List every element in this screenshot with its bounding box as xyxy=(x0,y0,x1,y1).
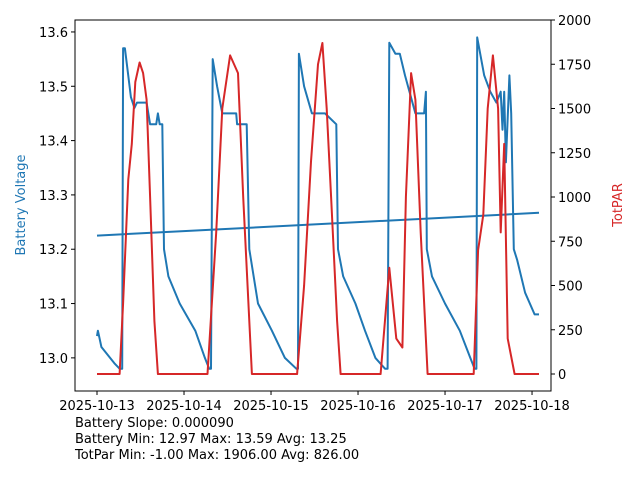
stats-annotations: Battery Slope: 0.000090 Battery Min: 12.… xyxy=(75,416,359,464)
plot-frame xyxy=(74,19,552,392)
y-tick-label-right: 250 xyxy=(558,324,583,339)
y-tick-label-right: 1250 xyxy=(558,147,591,162)
y-tick-label-left: 13.5 xyxy=(39,80,68,95)
y-tick-label-right: 0 xyxy=(558,368,566,383)
x-tick-label: 2025-10-13 xyxy=(59,399,135,414)
series-line-battery-voltage xyxy=(96,36,539,370)
y-tick-label-right: 1500 xyxy=(558,103,591,118)
x-tick-label: 2025-10-16 xyxy=(320,399,396,414)
series-line-totpar xyxy=(97,42,539,375)
x-tick-label: 2025-10-14 xyxy=(146,399,222,414)
x-tick-label: 2025-10-17 xyxy=(407,399,483,414)
y-tick-label-right: 1750 xyxy=(558,58,591,73)
y-tick-label-left: 13.6 xyxy=(39,26,68,41)
y-axis-label-left: Battery Voltage xyxy=(14,154,29,255)
y-tick-label-left: 13.4 xyxy=(39,135,68,150)
y-tick-label-right: 2000 xyxy=(558,14,591,29)
x-tick-label: 2025-10-18 xyxy=(494,399,570,414)
y-axis-label-right: TotPAR xyxy=(611,183,626,228)
y-tick-label-right: 750 xyxy=(558,235,583,250)
x-tick-label: 2025-10-15 xyxy=(233,399,309,414)
par-stats-text: TotPar Min: -1.00 Max: 1906.00 Avg: 826.… xyxy=(75,448,360,463)
y-tick-label-right: 1000 xyxy=(558,191,591,206)
y-tick-label-left: 13.1 xyxy=(39,298,68,313)
battery-stats-text: Battery Min: 12.97 Max: 13.59 Avg: 13.25 xyxy=(75,432,347,447)
y-tick-label-left: 13.3 xyxy=(39,189,68,204)
series-line-battery-trend xyxy=(96,211,540,237)
y-tick-label-right: 500 xyxy=(558,280,583,295)
y-tick-label-left: 13.0 xyxy=(39,352,68,367)
y-tick-label-left: 13.2 xyxy=(39,243,68,258)
battery-slope-text: Battery Slope: 0.000090 xyxy=(75,416,234,431)
